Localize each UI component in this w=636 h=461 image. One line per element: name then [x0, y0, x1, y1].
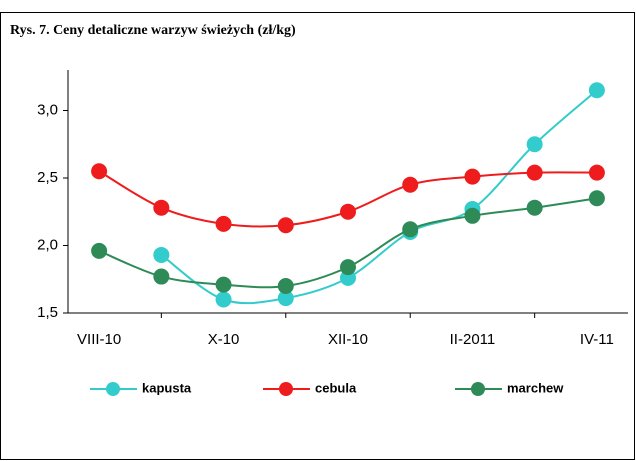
x-tick-label: II-2011	[450, 331, 496, 348]
point	[153, 268, 170, 285]
point	[153, 199, 170, 216]
point	[153, 246, 170, 263]
point	[588, 190, 605, 207]
point	[91, 242, 108, 259]
x-tick-label: XII-10	[328, 331, 368, 348]
legend-label: cebula	[315, 380, 357, 395]
chart-title: Rys. 7. Ceny detaliczne warzyw świeżych …	[10, 23, 296, 38]
x-tick-label: IV-11	[580, 331, 614, 348]
legend-marker	[471, 382, 485, 396]
point	[464, 168, 481, 185]
point	[215, 276, 232, 293]
point	[402, 176, 419, 193]
point	[402, 221, 419, 238]
point	[526, 199, 543, 216]
legend-marker	[106, 382, 120, 396]
point	[340, 259, 356, 276]
point	[277, 217, 294, 234]
legend-label: kapusta	[142, 380, 192, 395]
y-tick-label: 3,0	[37, 101, 58, 118]
point	[215, 215, 232, 232]
point	[464, 207, 481, 224]
point	[526, 164, 543, 181]
point	[340, 203, 356, 220]
y-tick-label: 2,5	[37, 169, 58, 186]
point	[588, 82, 605, 99]
point	[526, 136, 543, 153]
x-tick-label: VIII-10	[77, 331, 121, 348]
x-tick-label: X-10	[208, 331, 240, 348]
point	[277, 278, 294, 294]
y-tick-label: 2,0	[37, 236, 58, 253]
point	[91, 163, 108, 180]
point	[277, 290, 294, 307]
point	[215, 291, 232, 308]
y-tick-label: 1,5	[37, 304, 58, 321]
point	[588, 164, 605, 181]
frame	[0, 12, 635, 460]
legend-label: marchew	[507, 380, 564, 395]
legend-marker	[279, 382, 293, 396]
